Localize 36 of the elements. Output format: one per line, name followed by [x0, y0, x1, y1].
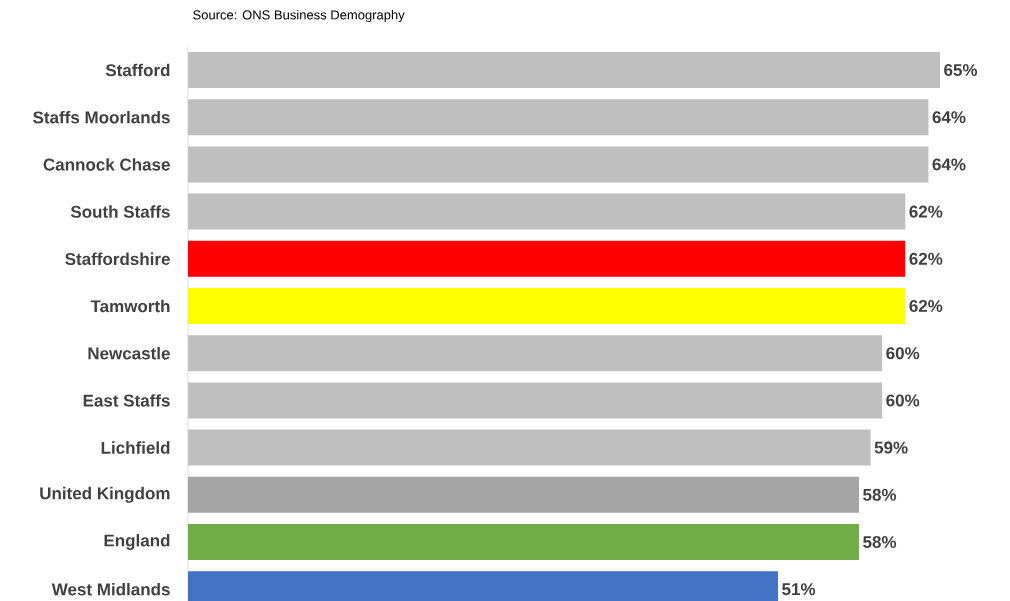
data-label: 58% — [863, 535, 897, 549]
data-label: 64% — [932, 111, 966, 124]
bar — [188, 476, 860, 513]
data-label: 59% — [874, 441, 908, 454]
y-tick-label: West Midlands — [51, 582, 170, 596]
data-label: 62% — [909, 252, 943, 265]
bar — [188, 146, 929, 183]
source-note: Source: ONS Business Demography — [193, 9, 405, 23]
bar — [188, 52, 940, 88]
data-label: 62% — [909, 299, 943, 313]
y-tick-label: South Staffs — [70, 205, 170, 218]
bar — [188, 193, 906, 230]
data-label: 64% — [932, 158, 966, 171]
bar — [188, 524, 860, 560]
bar — [188, 99, 929, 136]
y-tick-label: Cannock Chase — [43, 158, 170, 171]
y-tick-label: Staffordshire — [65, 252, 170, 266]
bar — [188, 382, 883, 419]
data-label: 51% — [782, 583, 816, 596]
bar — [188, 429, 871, 466]
bar — [188, 335, 883, 372]
bar — [188, 240, 906, 277]
y-tick-label: Stafford — [105, 63, 170, 77]
y-tick-label: Lichfield — [101, 441, 170, 454]
y-tick-label: East Staffs — [83, 394, 170, 407]
bar — [188, 288, 906, 324]
y-tick-label: England — [104, 534, 170, 550]
y-tick-label: Newcastle — [88, 346, 170, 360]
data-label: 62% — [909, 205, 943, 218]
data-label: 60% — [886, 347, 920, 360]
data-label: 65% — [944, 63, 978, 77]
data-label: 60% — [886, 394, 920, 407]
data-label: 58% — [863, 488, 897, 501]
y-tick-label: Staffs Moorlands — [33, 110, 170, 124]
y-tick-label: Tamworth — [90, 299, 170, 313]
y-tick-label: United Kingdom — [40, 486, 170, 503]
